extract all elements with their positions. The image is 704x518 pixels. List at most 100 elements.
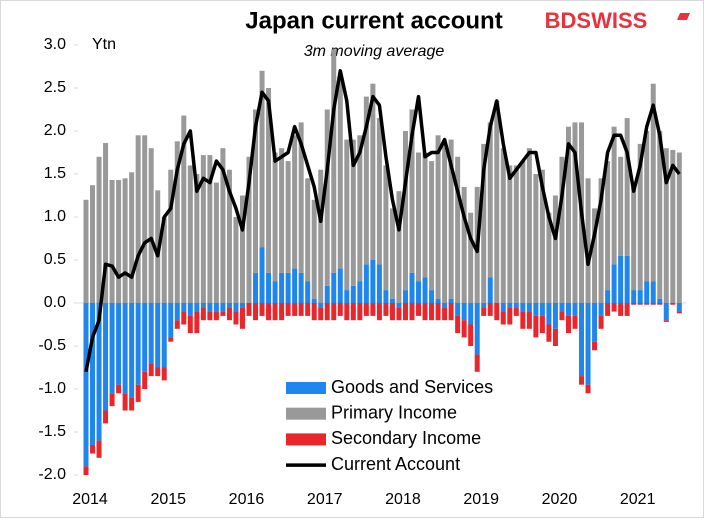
bar <box>135 135 141 303</box>
bar <box>363 303 369 316</box>
bar <box>533 174 539 303</box>
logo: BDSWISS <box>545 8 648 33</box>
bar <box>233 303 239 312</box>
bar <box>181 303 187 312</box>
bar <box>344 139 350 291</box>
bar <box>631 303 637 305</box>
bar <box>455 156 461 303</box>
bar <box>181 115 187 304</box>
bar <box>526 311 532 329</box>
bar <box>350 303 356 321</box>
bar <box>279 272 285 303</box>
bar <box>259 303 265 316</box>
bar <box>481 303 487 308</box>
bar <box>311 199 317 299</box>
bar <box>429 161 435 291</box>
bar <box>116 384 122 394</box>
bar <box>416 303 422 316</box>
bar <box>226 169 232 303</box>
bar <box>331 49 337 273</box>
bar <box>103 303 109 411</box>
bar <box>448 298 454 303</box>
x-tick-label: 2021 <box>620 491 656 508</box>
bar <box>122 178 128 303</box>
bar <box>135 384 141 402</box>
bar <box>168 303 174 338</box>
bar <box>402 131 408 291</box>
bar <box>481 143 487 303</box>
bar <box>526 303 532 312</box>
bar <box>657 131 663 299</box>
bar <box>324 109 330 286</box>
bar <box>546 324 552 342</box>
bar <box>572 315 578 329</box>
chart-title: Japan current account <box>245 7 502 34</box>
bar <box>279 148 285 273</box>
bar <box>455 315 461 334</box>
y-tick-label: -2.0 <box>38 466 66 483</box>
bar <box>539 303 545 316</box>
bar <box>285 161 291 273</box>
bar <box>435 135 441 299</box>
bar <box>565 126 571 303</box>
bar <box>246 303 252 316</box>
bar <box>650 83 656 282</box>
bar <box>370 83 376 260</box>
bar <box>455 303 461 316</box>
bar <box>363 96 369 265</box>
bar <box>637 303 643 305</box>
bar <box>370 260 376 303</box>
bar <box>168 337 174 342</box>
bar <box>507 165 513 303</box>
bar <box>200 307 206 321</box>
bar <box>161 303 167 368</box>
bar <box>396 191 402 303</box>
bar <box>559 156 565 303</box>
bar <box>174 320 180 329</box>
bar <box>631 186 637 291</box>
bar <box>116 180 122 303</box>
y-tick-label: 3.0 <box>44 36 66 53</box>
bar <box>200 155 206 303</box>
y-tick-label: 1.0 <box>44 208 66 225</box>
bar <box>650 281 656 303</box>
bar <box>670 149 676 303</box>
bar <box>239 303 245 308</box>
bar <box>468 324 474 346</box>
bar <box>331 272 337 303</box>
bar <box>292 268 298 303</box>
bar <box>305 303 311 316</box>
bar <box>611 264 617 303</box>
bar <box>181 311 187 325</box>
bar <box>611 303 617 312</box>
bar <box>598 315 604 329</box>
bar <box>605 290 611 303</box>
bar <box>552 328 558 346</box>
bar <box>624 118 630 256</box>
bar <box>337 268 343 303</box>
bar <box>442 143 448 303</box>
bar <box>337 79 343 269</box>
bar <box>96 156 102 303</box>
bar <box>468 303 474 325</box>
bar <box>624 255 630 303</box>
bar <box>376 118 382 265</box>
bar <box>292 303 298 316</box>
bar <box>292 135 298 269</box>
bar <box>318 169 324 303</box>
bar <box>676 152 682 303</box>
y-tick-label: 2.5 <box>44 79 66 96</box>
x-tick-label: 2020 <box>542 491 578 508</box>
bar <box>533 303 539 316</box>
bar <box>272 281 278 303</box>
bar <box>226 303 232 308</box>
bar <box>285 303 291 316</box>
bar <box>239 307 245 329</box>
bar <box>90 444 96 454</box>
bar <box>500 311 506 325</box>
y-tick-label: 1.5 <box>44 165 66 182</box>
bar <box>507 307 513 325</box>
bar <box>676 311 682 314</box>
bar <box>187 165 193 303</box>
